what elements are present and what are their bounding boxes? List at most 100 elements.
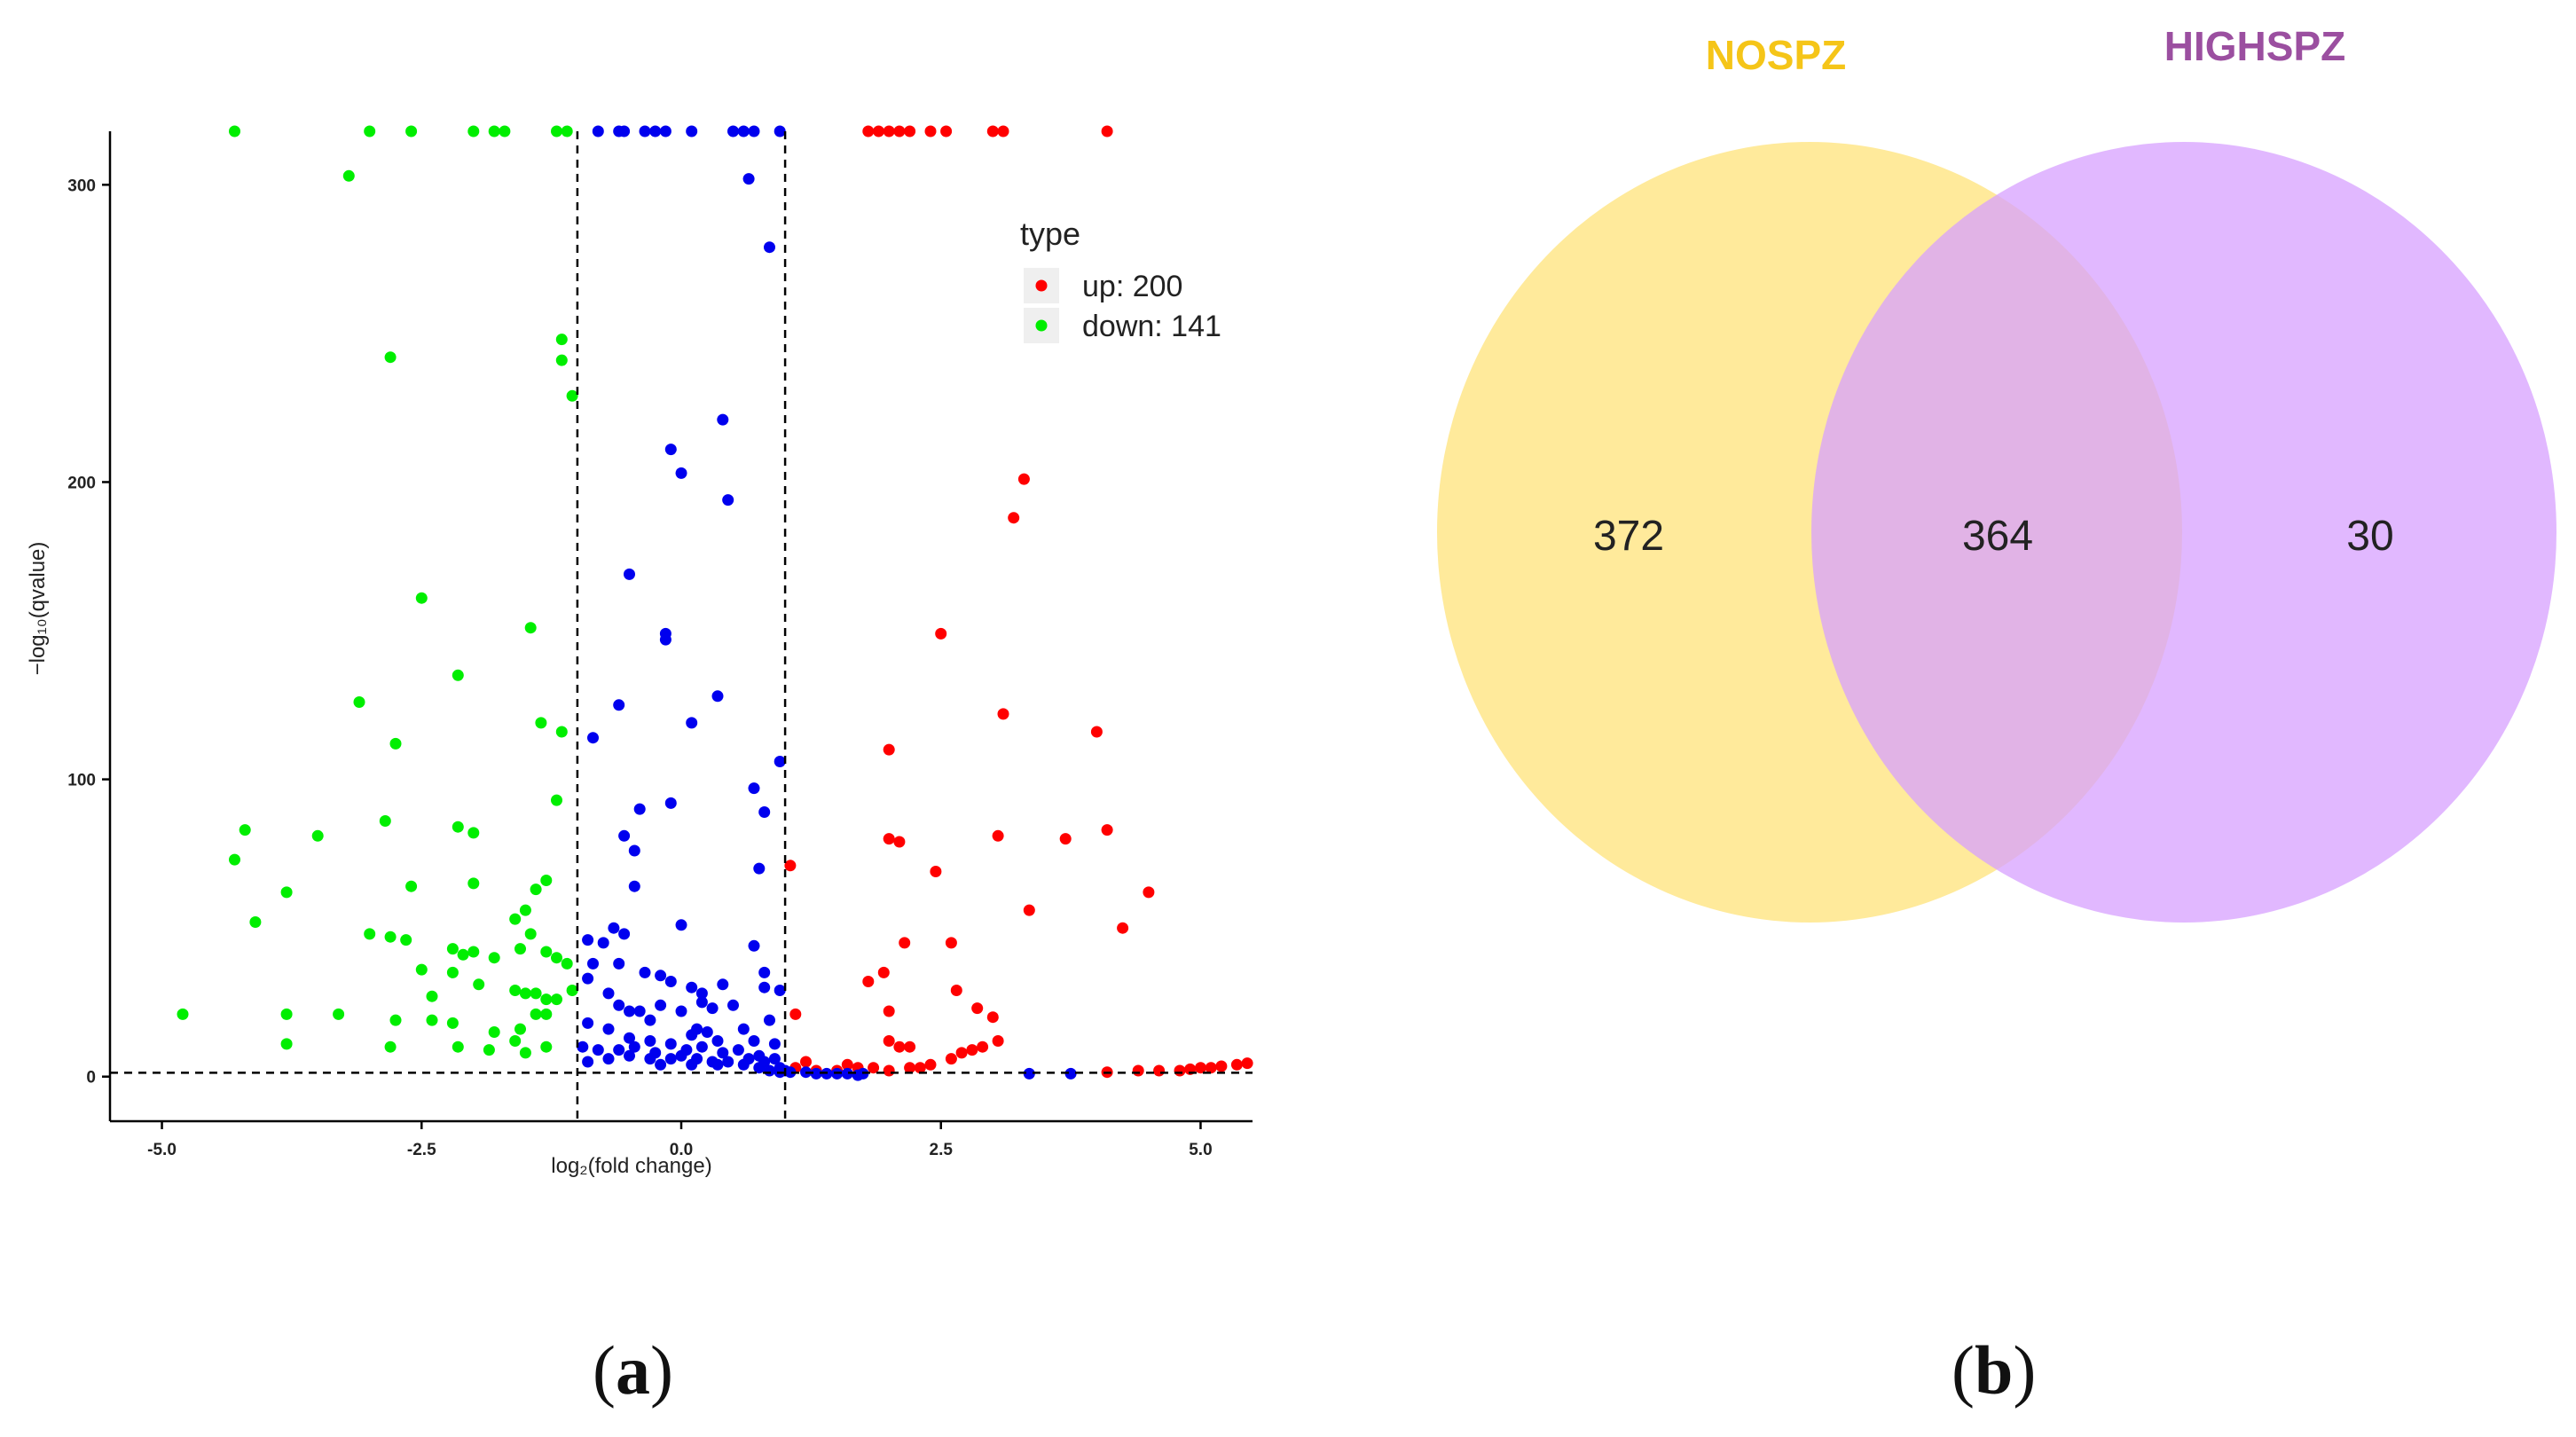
point-down <box>389 1014 402 1026</box>
point-up <box>1205 1062 1217 1074</box>
point-not-significant <box>686 1058 698 1071</box>
point-not-significant <box>582 1017 594 1029</box>
point-not-significant <box>748 939 760 952</box>
point-up <box>977 1040 989 1053</box>
point-up <box>1101 824 1113 836</box>
point-not-significant <box>768 1038 781 1050</box>
point-down <box>555 334 568 346</box>
point-not-significant <box>582 934 594 946</box>
venn-set-title: NOSPZ <box>1706 32 1846 78</box>
point-up <box>1215 1060 1228 1072</box>
point-down <box>452 669 464 681</box>
point-not-significant <box>774 125 786 137</box>
point-not-significant <box>1064 1067 1077 1080</box>
point-up <box>893 125 906 137</box>
point-down <box>364 928 376 940</box>
point-up <box>904 1062 916 1074</box>
point-not-significant <box>732 1044 744 1056</box>
point-not-significant <box>737 1058 750 1071</box>
x-tick-label: 0.0 <box>670 1141 693 1159</box>
point-down <box>514 1023 526 1035</box>
point-not-significant <box>758 966 771 978</box>
point-not-significant <box>675 467 687 479</box>
point-not-significant <box>784 1066 797 1079</box>
point-not-significant <box>633 1005 646 1017</box>
point-up <box>950 985 962 996</box>
venn-circles <box>1437 142 2556 923</box>
point-not-significant <box>633 803 646 815</box>
point-down <box>389 737 402 750</box>
point-up <box>1059 833 1072 845</box>
point-not-significant <box>664 1038 677 1050</box>
point-not-significant <box>644 1035 656 1047</box>
point-not-significant <box>602 987 615 1000</box>
point-not-significant <box>613 957 625 970</box>
point-up <box>800 1056 812 1068</box>
point-up <box>862 125 875 137</box>
point-up <box>935 627 947 640</box>
point-down <box>229 125 240 137</box>
point-down <box>530 987 542 1000</box>
point-not-significant <box>748 1035 760 1047</box>
point-not-significant <box>664 797 677 809</box>
point-up <box>992 1035 1004 1047</box>
volcano-plot: -5.0 -2.5 0.0 2.5 5.0 0 100 200 300 log₂(fold cha… <box>26 125 1253 1178</box>
point-not-significant <box>628 1040 640 1053</box>
point-down <box>280 886 293 899</box>
point-up <box>883 125 895 137</box>
x-tick-label: 5.0 <box>1189 1141 1212 1159</box>
point-down <box>467 877 480 890</box>
point-not-significant <box>649 125 662 137</box>
point-down <box>426 1014 438 1026</box>
point-not-significant <box>810 1067 822 1080</box>
point-up <box>945 1053 957 1065</box>
point-not-significant <box>706 1002 719 1015</box>
y-tick-label: 200 <box>67 474 96 492</box>
point-not-significant <box>628 844 640 857</box>
point-not-significant <box>748 125 760 137</box>
point-down <box>467 827 480 839</box>
point-not-significant <box>764 1014 775 1026</box>
point-down <box>415 592 428 604</box>
point-up <box>893 836 906 848</box>
point-not-significant <box>841 1067 853 1080</box>
point-not-significant <box>758 806 771 818</box>
point-not-significant <box>664 444 677 456</box>
point-not-significant <box>722 1056 734 1068</box>
point-down <box>551 952 562 964</box>
legend-title: type <box>1020 216 1080 252</box>
point-not-significant <box>582 1056 594 1068</box>
point-down <box>457 948 469 961</box>
point-not-significant <box>664 1053 677 1065</box>
point-up <box>1241 1057 1253 1070</box>
venn-diagram: NOSPZ HIGHSPZ 372 364 30 <box>1437 23 2556 923</box>
point-down <box>551 993 562 1006</box>
point-not-significant <box>675 919 687 931</box>
point-down <box>364 125 376 137</box>
point-down <box>514 943 526 955</box>
point-down <box>384 1040 397 1053</box>
point-down <box>488 952 500 964</box>
point-not-significant <box>758 981 771 993</box>
point-up <box>966 1044 978 1056</box>
point-up <box>971 1002 984 1015</box>
point-up <box>883 1035 895 1047</box>
point-down <box>488 1026 500 1038</box>
point-down <box>509 985 522 996</box>
point-not-significant <box>613 1044 625 1056</box>
point-down <box>540 946 553 958</box>
point-up <box>986 1011 999 1024</box>
point-down <box>540 1008 553 1020</box>
point-up <box>1174 1064 1186 1077</box>
point-up <box>904 1040 916 1053</box>
point-down <box>400 934 412 946</box>
point-not-significant <box>618 125 631 137</box>
point-not-significant <box>602 1023 615 1035</box>
point-not-significant <box>701 1026 713 1038</box>
point-down <box>535 717 547 729</box>
point-down <box>561 125 573 137</box>
point-down <box>452 821 464 833</box>
point-down <box>452 1040 464 1053</box>
legend-label: up: 200 <box>1082 270 1182 303</box>
point-not-significant <box>597 937 609 949</box>
